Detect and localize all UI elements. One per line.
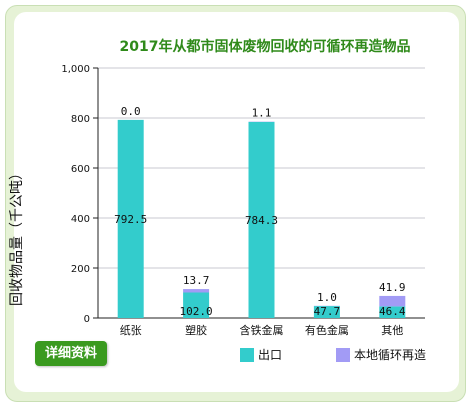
x-category-label: 其他 <box>381 324 403 337</box>
legend-item-export: 出口 <box>240 346 282 363</box>
legend-item-local: 本地循环再造 <box>336 346 426 363</box>
legend-swatch-local <box>336 347 350 362</box>
x-category-label: 纸张 <box>120 324 142 337</box>
data-label-local: 0.0 <box>121 105 141 118</box>
x-category-label: 塑胶 <box>185 323 207 337</box>
y-tick-label: 400 <box>71 214 90 225</box>
data-label-export: 792.5 <box>114 213 147 226</box>
legend-label-local: 本地循环再造 <box>354 348 427 362</box>
bar-export <box>183 292 210 318</box>
data-label-local: 13.7 <box>183 274 210 287</box>
bar-local <box>379 295 406 307</box>
data-label-local: 41.9 <box>379 281 406 294</box>
y-tick-label: 200 <box>71 264 90 275</box>
x-category-label: 含铁金属 <box>240 323 284 337</box>
chart-title: 2017年从都市固体废物回收的可循环再造物品 <box>119 39 411 55</box>
bar-export <box>117 119 144 318</box>
data-label-export: 102.0 <box>180 305 213 318</box>
data-label-local: 1.0 <box>317 291 337 304</box>
y-tick-label: 800 <box>71 114 90 125</box>
bar-export <box>248 121 275 318</box>
details-button[interactable]: 详细资料 <box>35 341 107 366</box>
data-label-local: 1.1 <box>252 107 272 120</box>
y-tick-label: 600 <box>71 164 90 175</box>
bar-export <box>313 306 340 318</box>
y-tick-label: 0 <box>84 314 90 325</box>
y-tick-label: 1,000 <box>61 64 90 75</box>
x-category-label: 有色金属 <box>305 323 349 337</box>
legend-label-export: 出口 <box>258 348 283 362</box>
data-label-export: 46.4 <box>379 305 406 318</box>
bar-export <box>379 306 406 318</box>
chart-card <box>14 12 459 392</box>
bar-local <box>183 289 210 293</box>
data-label-export: 47.7 <box>314 305 341 318</box>
data-label-export: 784.3 <box>245 214 278 227</box>
legend-swatch-export <box>240 347 254 362</box>
